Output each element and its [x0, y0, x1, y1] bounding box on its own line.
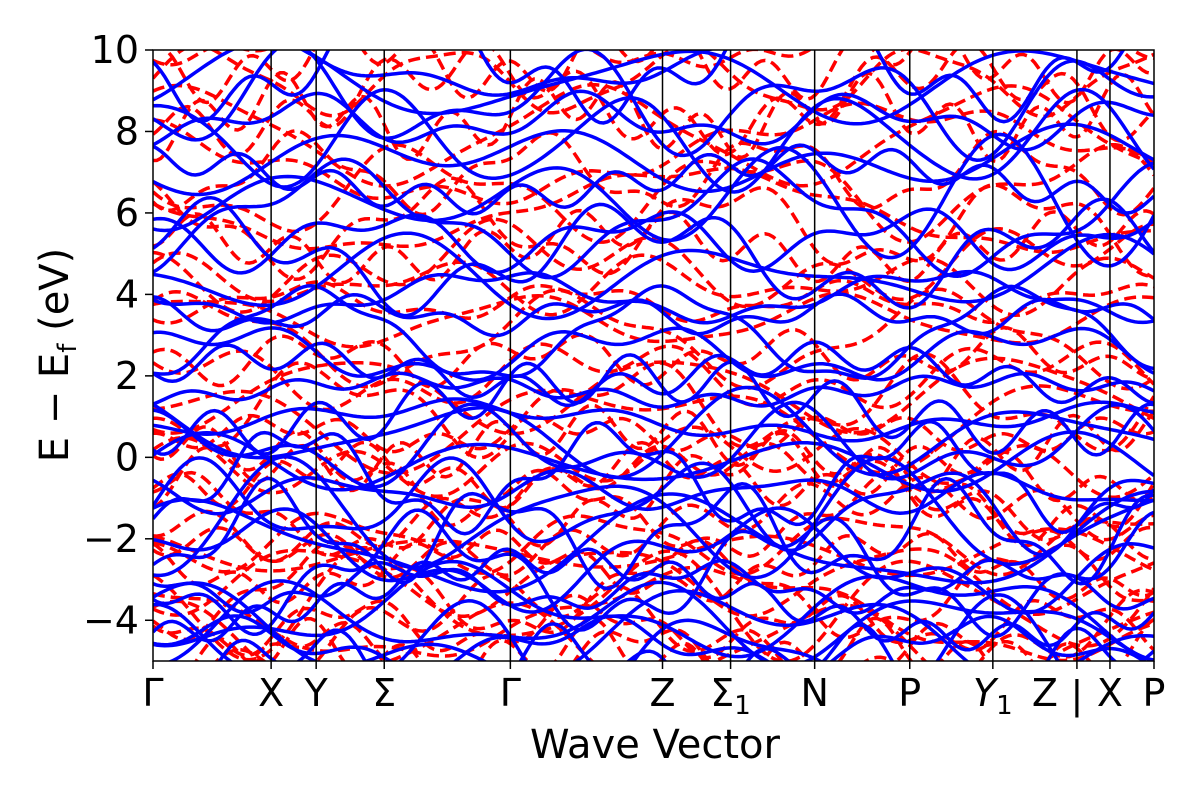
x-tick-label-main: Z — [1032, 671, 1058, 715]
band-line-dashed — [214, 573, 1154, 661]
band-line-solid — [153, 547, 1154, 652]
y-axis-label-subscript: f — [53, 343, 83, 353]
band-line-dashed — [153, 50, 1154, 69]
plot-frame — [152, 49, 1155, 662]
band-line-dashed — [153, 429, 1154, 548]
band-line-solid — [153, 614, 1148, 661]
band-line-solid — [153, 50, 1126, 125]
band-line-solid — [153, 340, 1154, 408]
y-axis-label-main: E − E — [32, 353, 78, 463]
kpoint-separator-lines — [270, 50, 1111, 661]
x-tick-label-main: Z — [649, 671, 675, 715]
y-tick-label: 0 — [115, 435, 139, 479]
band-line-dashed — [153, 425, 1154, 499]
x-tick-label-main: X — [1097, 671, 1123, 715]
band-line-solid — [153, 269, 1154, 325]
band-line-solid — [153, 508, 1154, 639]
band-line-solid — [153, 397, 1154, 443]
band-line-dashed — [153, 340, 1154, 412]
band-line-solid — [299, 50, 716, 97]
band-line-dashed — [153, 129, 1154, 217]
band-line-dashed — [153, 527, 1154, 578]
band-line-solid — [153, 132, 1154, 268]
y-tick-label: −4 — [83, 598, 139, 642]
band-line-solid — [153, 353, 1154, 457]
band-line-solid — [153, 476, 1154, 591]
band-line-dashed — [153, 166, 1154, 255]
x-tick-label: Z — [649, 671, 675, 715]
x-tick-label-main: Y — [973, 671, 999, 715]
x-tick-label-main: P — [1143, 671, 1166, 715]
path-break-label: | — [1071, 673, 1084, 718]
band-lines — [153, 50, 1154, 661]
band-line-dashed — [153, 413, 1154, 454]
band-line-solid — [153, 385, 1154, 480]
y-axis-label-unit: (eV) — [32, 248, 78, 344]
band-line-solid — [153, 87, 1154, 194]
x-tick-label-subscript: 1 — [734, 691, 751, 721]
band-line-dashed — [153, 208, 1154, 285]
y-tick-label: 10 — [91, 28, 139, 72]
band-line-dashed — [153, 83, 1154, 188]
band-line-dashed — [153, 291, 1154, 349]
x-axis-ticks: Γ X Y Σ Γ Z Σ1 N P Y1 Z X P| — [142, 661, 1165, 721]
x-tick-label: Σ1 — [710, 671, 751, 721]
x-tick-label-main: X — [258, 671, 284, 715]
band-line-solid — [153, 581, 1154, 661]
band-line-solid — [153, 157, 1154, 280]
y-tick-label: 4 — [115, 272, 139, 316]
band-line-dashed — [153, 545, 1154, 661]
y-tick-label: 8 — [115, 109, 139, 153]
band-line-solid — [153, 231, 1154, 321]
y-tick-label: −2 — [83, 517, 139, 561]
x-tick-label-main: Y — [304, 671, 329, 715]
x-tick-label-main: Σ — [372, 671, 396, 715]
band-line-dashed — [153, 565, 1154, 661]
y-tick-label: 2 — [115, 354, 139, 398]
band-line-solid — [153, 326, 1154, 382]
band-line-solid — [153, 195, 1154, 318]
band-line-solid — [153, 143, 1154, 216]
x-tick-label: Γ — [142, 671, 163, 715]
x-tick-label-main: Γ — [500, 671, 521, 715]
y-axis-ticks: −4 −2 0 2 4 6 8 10 — [83, 28, 153, 642]
x-tick-label: Z — [1032, 671, 1058, 715]
band-line-solid — [153, 207, 1154, 275]
x-tick-label: Y1 — [973, 671, 1013, 721]
band-line-dashed — [153, 352, 1154, 460]
band-line-solid — [153, 468, 1154, 516]
x-tick-label: P — [1143, 671, 1166, 715]
band-line-solid — [153, 371, 1154, 409]
band-line-solid — [153, 430, 1154, 494]
x-tick-label-main: Γ — [142, 671, 163, 715]
y-axis-label: E − Ef (eV) — [32, 248, 83, 463]
x-tick-label: P — [898, 671, 921, 715]
x-tick-label-main: N — [800, 671, 828, 715]
y-tick-label: 6 — [115, 191, 139, 235]
x-tick-label: N — [800, 671, 828, 715]
band-line-solid — [153, 122, 1154, 197]
x-tick-label-subscript: 1 — [996, 691, 1013, 721]
x-tick-label: X — [258, 671, 284, 715]
band-line-solid — [217, 622, 1154, 661]
band-line-dashed — [153, 468, 1154, 562]
band-line-dashed — [153, 356, 1154, 436]
band-line-solid — [153, 456, 1154, 557]
x-tick-label-main: Σ — [710, 671, 734, 715]
x-tick-label: Y — [304, 671, 329, 715]
band-line-dashed — [153, 384, 1154, 476]
x-axis-label: Wave Vector — [530, 722, 781, 768]
x-tick-label: X — [1097, 671, 1123, 715]
band-line-dashed — [153, 50, 1154, 119]
x-tick-label-main: P — [898, 671, 921, 715]
band-line-solid — [153, 558, 1154, 615]
x-tick-label: Γ — [500, 671, 521, 715]
x-tick-label: Σ — [372, 671, 396, 715]
